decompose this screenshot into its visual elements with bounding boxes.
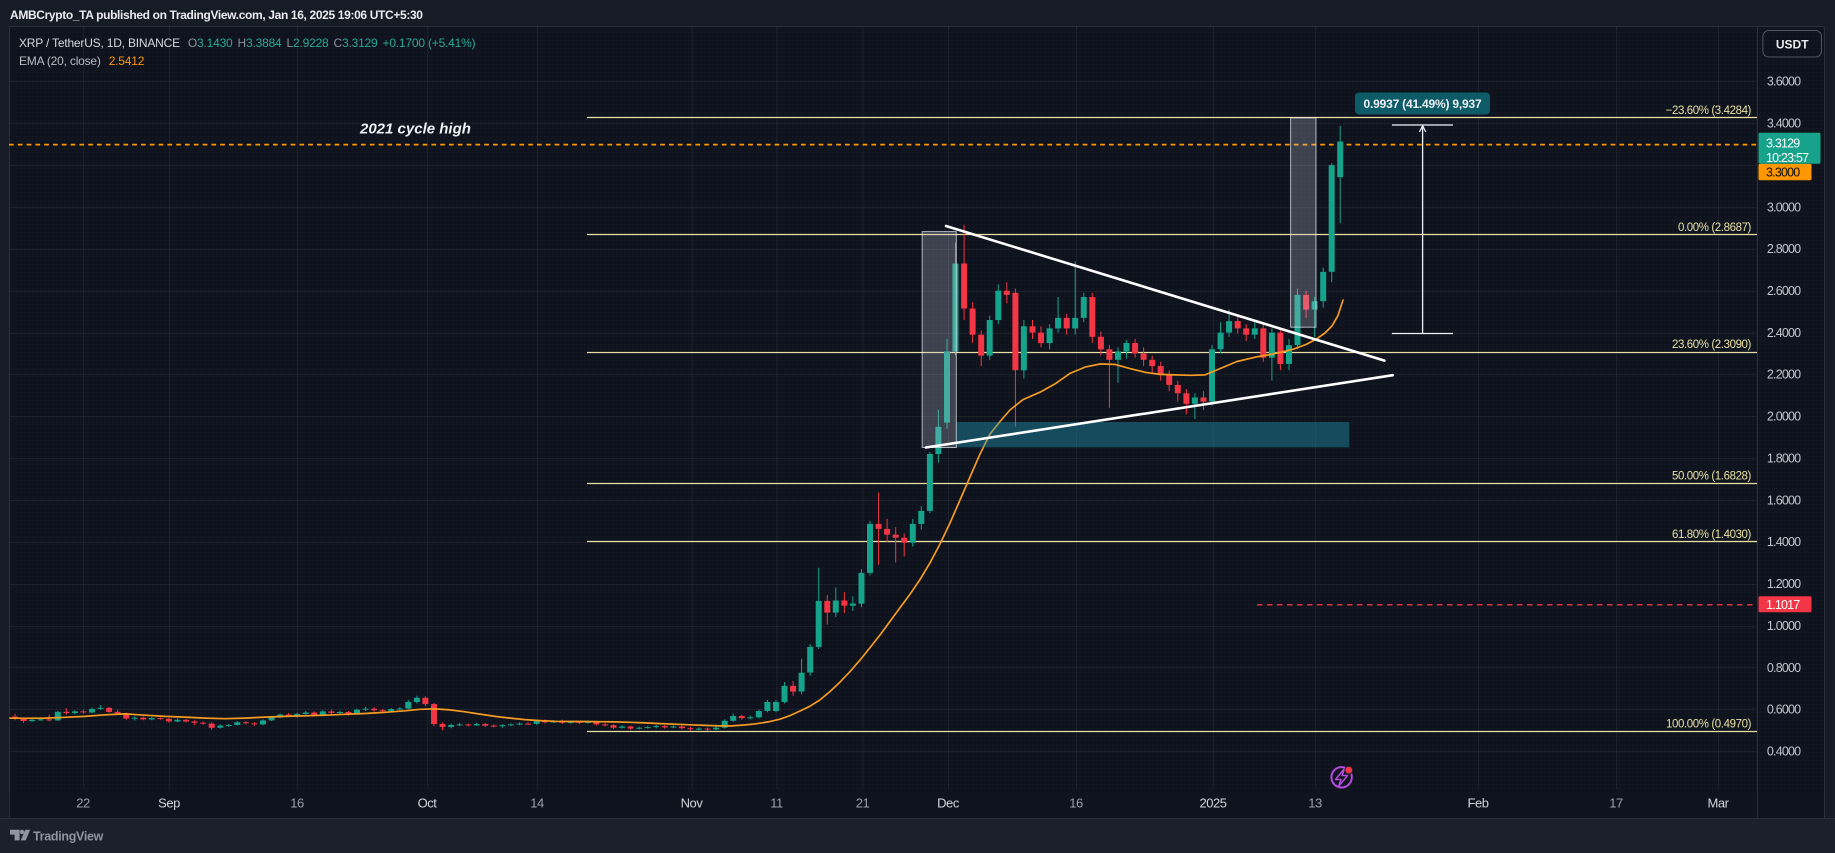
- svg-text:2.0000: 2.0000: [1767, 410, 1801, 424]
- svg-text:1.6000: 1.6000: [1767, 493, 1801, 507]
- svg-text:3.0000: 3.0000: [1767, 200, 1801, 214]
- svg-text:Mar: Mar: [1707, 796, 1729, 811]
- svg-text:3.3000: 3.3000: [1766, 166, 1800, 180]
- svg-text:1.0000: 1.0000: [1767, 619, 1801, 633]
- svg-text:11: 11: [770, 796, 783, 811]
- svg-text:100.00% (0.4970): 100.00% (0.4970): [1666, 719, 1752, 731]
- svg-text:3.3129: 3.3129: [1766, 136, 1800, 150]
- svg-text:3.4000: 3.4000: [1767, 117, 1801, 131]
- svg-text:1.1017: 1.1017: [1766, 598, 1800, 612]
- svg-text:2.8000: 2.8000: [1767, 242, 1801, 256]
- svg-text:16: 16: [1069, 796, 1083, 811]
- svg-text:22: 22: [76, 796, 90, 811]
- svg-text:2.4000: 2.4000: [1767, 326, 1801, 340]
- svg-text:0.00% (2.8687): 0.00% (2.8687): [1678, 222, 1752, 234]
- svg-text:50.00% (1.6828): 50.00% (1.6828): [1672, 470, 1752, 482]
- svg-text:TradingView: TradingView: [33, 829, 104, 843]
- svg-text:13: 13: [1308, 796, 1322, 811]
- svg-text:1.2000: 1.2000: [1767, 577, 1801, 591]
- svg-text:14: 14: [530, 796, 544, 811]
- svg-text:Feb: Feb: [1467, 796, 1488, 811]
- svg-text:AMBCrypto_TA published on Trad: AMBCrypto_TA published on TradingView.co…: [10, 8, 423, 22]
- svg-text:0.4000: 0.4000: [1767, 745, 1801, 759]
- svg-text:16: 16: [290, 796, 304, 811]
- svg-text:Oct: Oct: [418, 796, 438, 811]
- svg-text:1.8000: 1.8000: [1767, 452, 1801, 466]
- svg-text:Nov: Nov: [681, 796, 704, 811]
- svg-text:61.80% (1.4030): 61.80% (1.4030): [1672, 529, 1752, 541]
- svg-text:−23.60% (3.4284): −23.60% (3.4284): [1666, 105, 1752, 117]
- svg-text:23.60% (2.3090): 23.60% (2.3090): [1672, 339, 1752, 351]
- svg-text:2.2000: 2.2000: [1767, 368, 1801, 382]
- svg-text:EMA (20, close)2.5412: EMA (20, close) 2.5412: [19, 54, 145, 68]
- svg-text:Dec: Dec: [937, 796, 960, 811]
- svg-text:USDT: USDT: [1776, 37, 1809, 51]
- svg-text:2.6000: 2.6000: [1767, 284, 1801, 298]
- svg-text:1.4000: 1.4000: [1767, 535, 1801, 549]
- svg-text:2021 cycle high: 2021 cycle high: [359, 121, 471, 138]
- svg-text:Sep: Sep: [158, 796, 180, 811]
- svg-text:10:23:57: 10:23:57: [1766, 151, 1809, 165]
- svg-text:17: 17: [1609, 796, 1623, 811]
- svg-text:0.6000: 0.6000: [1767, 703, 1801, 717]
- svg-text:0.8000: 0.8000: [1767, 661, 1801, 675]
- svg-text:3.6000: 3.6000: [1767, 75, 1801, 89]
- svg-text:2025: 2025: [1199, 796, 1226, 811]
- svg-text:21: 21: [856, 796, 870, 811]
- svg-text:0.9937 (41.49%) 9,937: 0.9937 (41.49%) 9,937: [1364, 97, 1482, 111]
